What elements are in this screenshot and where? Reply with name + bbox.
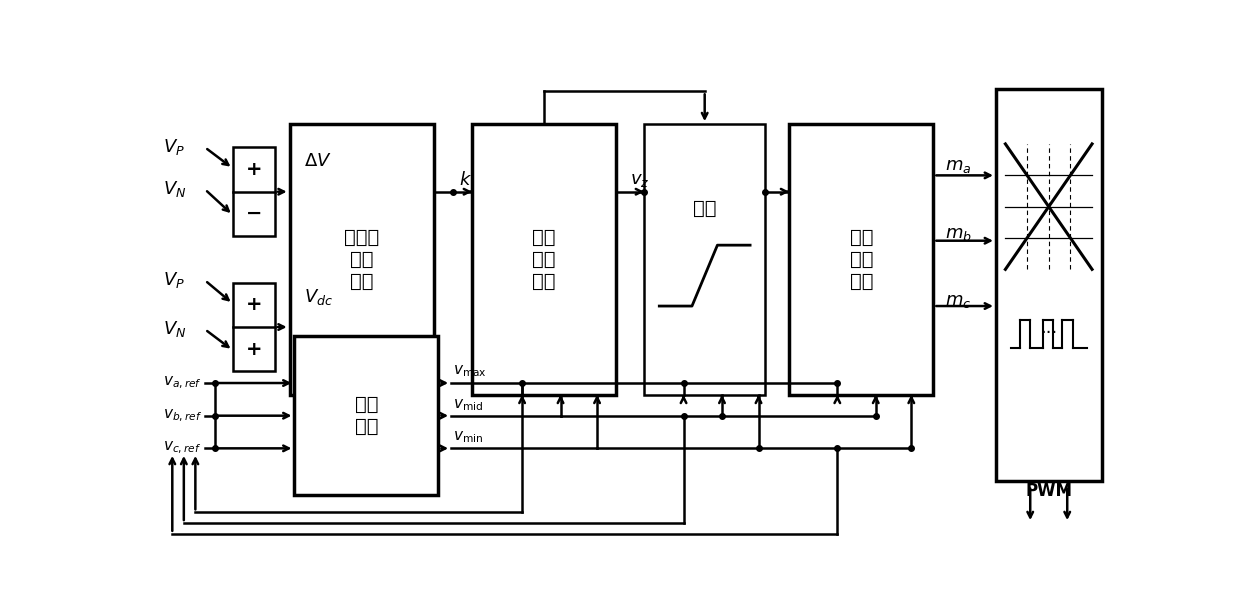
Text: $v_{\mathrm{mid}}$: $v_{\mathrm{mid}}$ [453,397,484,413]
Text: $m_b$: $m_b$ [945,225,972,243]
Text: $V_P$: $V_P$ [162,270,185,290]
Text: $m_c$: $m_c$ [945,292,971,310]
Text: $V_{dc}$: $V_{dc}$ [304,287,334,307]
Text: 排序
函数: 排序 函数 [355,395,378,436]
Bar [294,336,439,495]
Bar [290,124,434,395]
Text: PWM: PWM [1025,482,1073,500]
Bar [233,147,275,236]
Text: $V_N$: $V_N$ [162,179,186,199]
Text: 限幅: 限幅 [693,198,717,218]
Text: $v_z$: $v_z$ [630,171,650,189]
Text: +: + [246,160,262,179]
Text: ...: ... [1040,319,1058,337]
Bar [233,282,275,371]
Text: +: + [246,295,262,315]
Text: $v_{c,ref}$: $v_{c,ref}$ [162,440,201,456]
Text: +: + [246,340,262,359]
Text: $k$: $k$ [459,171,471,189]
Text: $V_P$: $V_P$ [162,138,185,158]
Bar [789,124,934,395]
Text: $m_a$: $m_a$ [945,157,971,175]
Text: −: − [246,204,262,224]
Text: $V_N$: $V_N$ [162,319,186,339]
Text: 不平衡
因子
计算: 不平衡 因子 计算 [343,228,379,291]
Text: $v_{\mathrm{max}}$: $v_{\mathrm{max}}$ [453,364,487,379]
Text: 零序
分量
计算: 零序 分量 计算 [532,228,556,291]
Bar [996,89,1101,481]
Text: $v_{b,ref}$: $v_{b,ref}$ [162,408,202,424]
Text: $\Delta V$: $\Delta V$ [304,152,331,170]
Bar [472,124,616,395]
Text: $v_{\mathrm{min}}$: $v_{\mathrm{min}}$ [453,430,484,445]
Bar [644,124,765,395]
Text: 零序
分量
注入: 零序 分量 注入 [849,228,873,291]
Text: $v_{a,ref}$: $v_{a,ref}$ [162,375,202,391]
